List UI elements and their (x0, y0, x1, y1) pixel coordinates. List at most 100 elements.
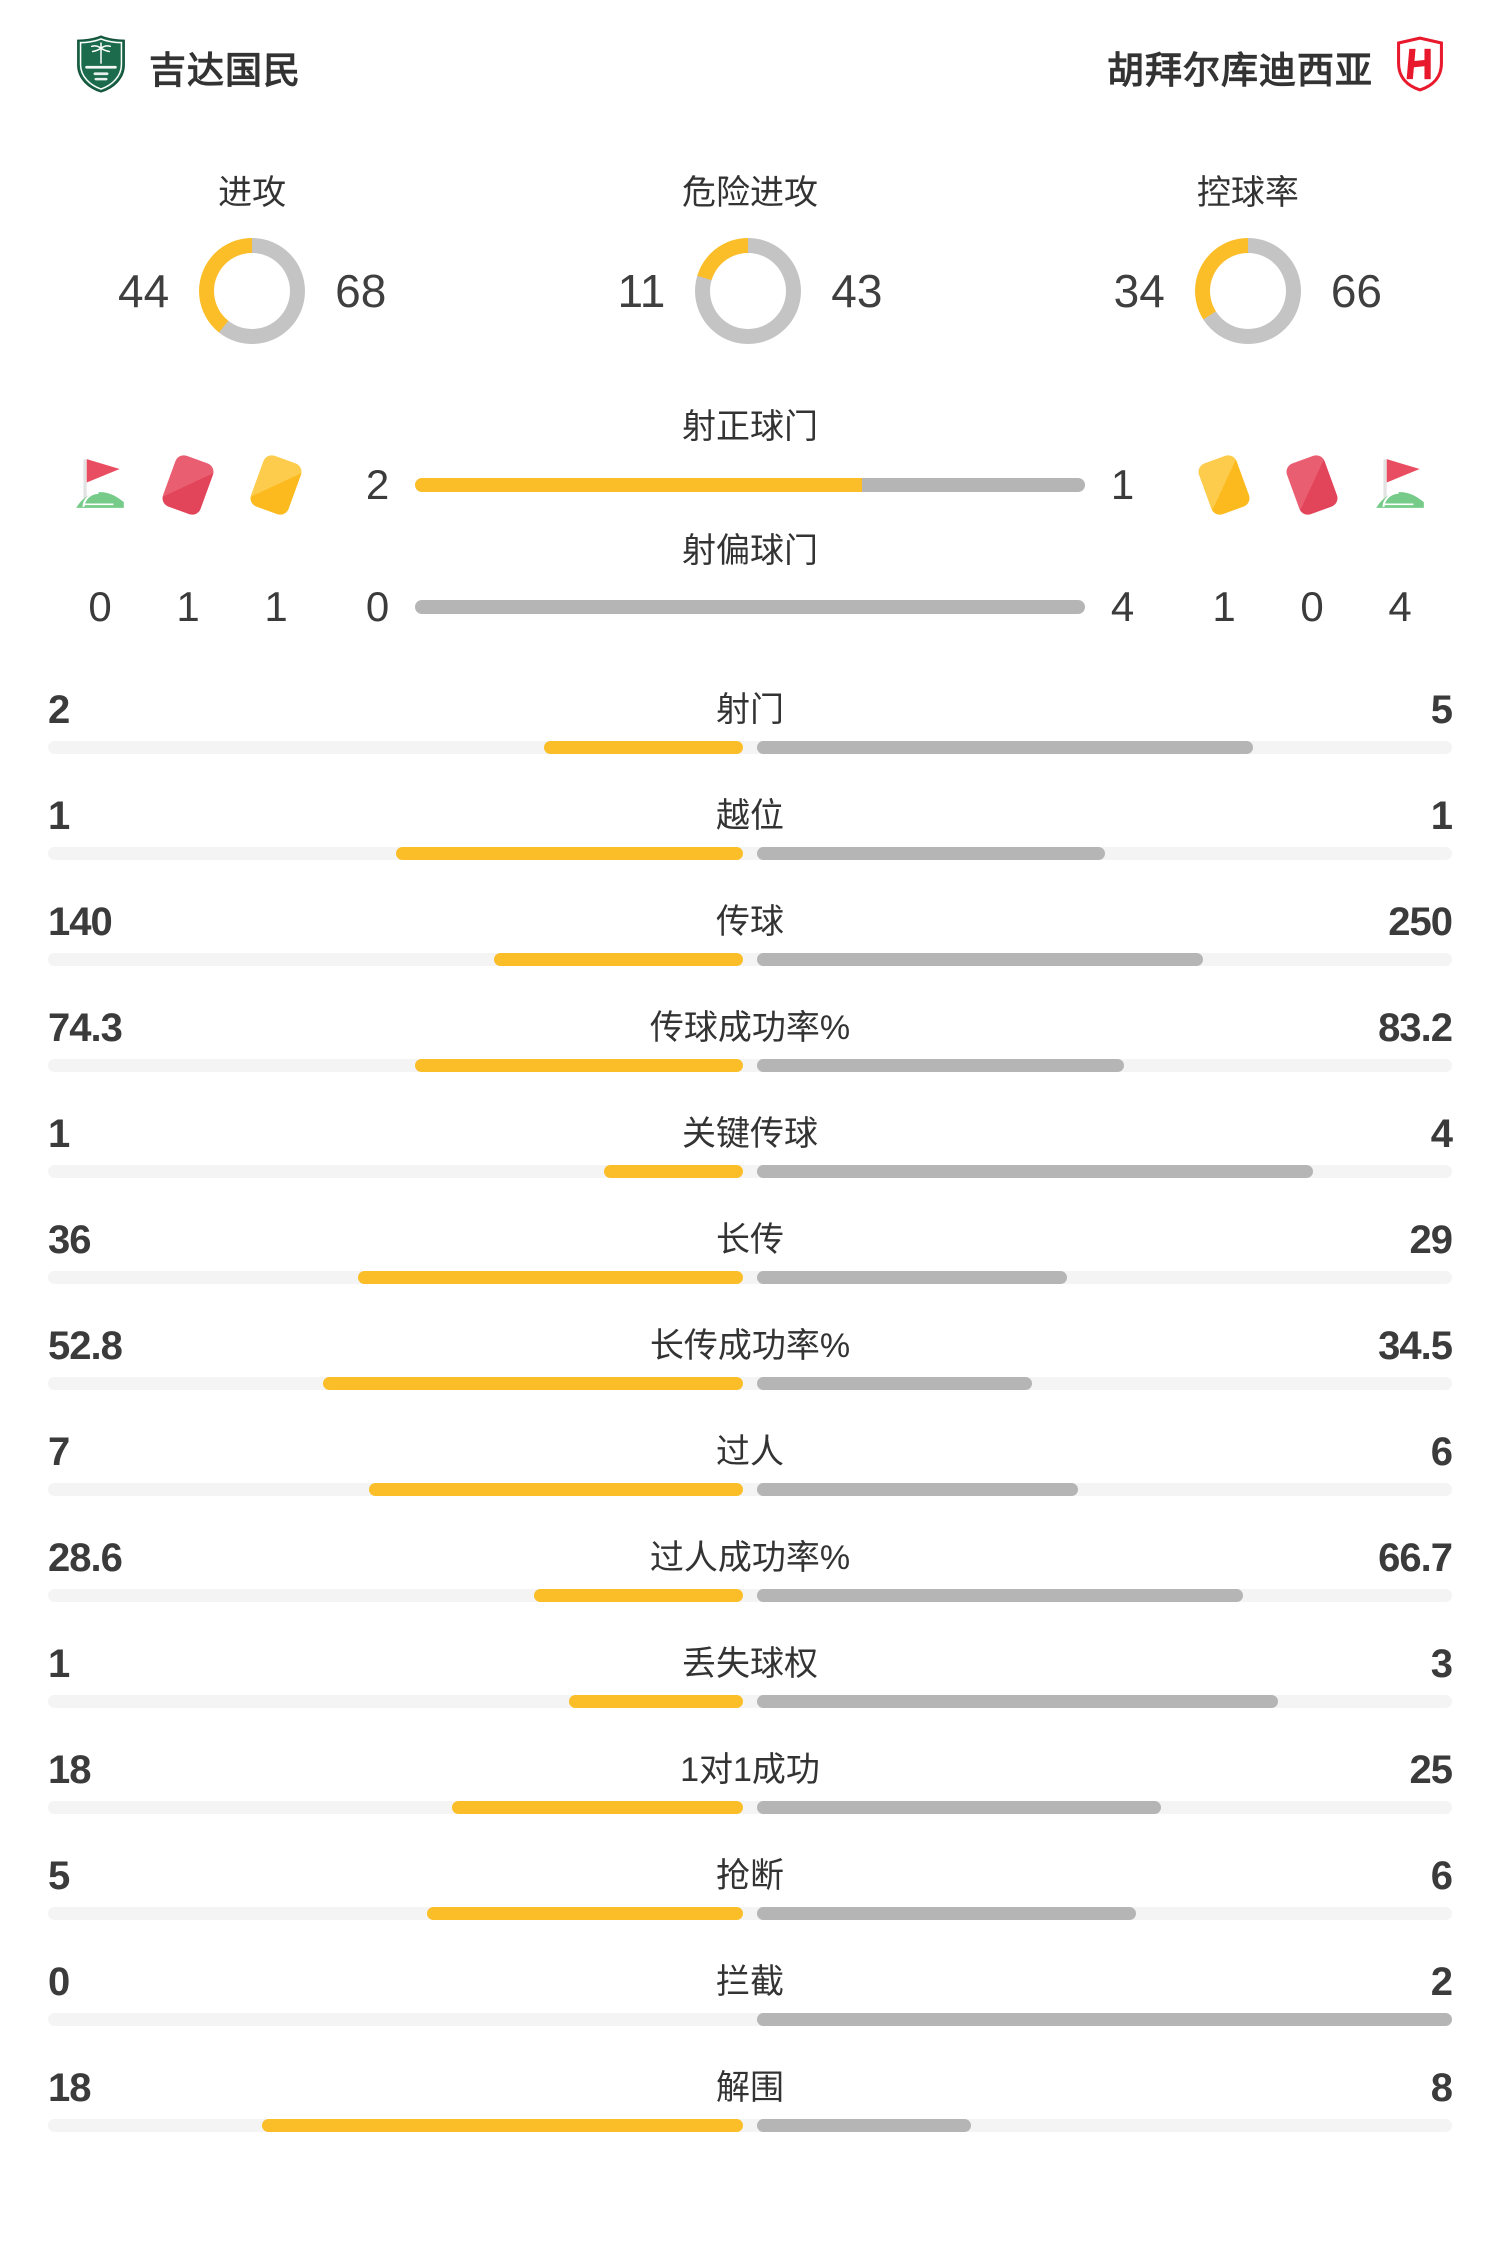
stat-bar-track (48, 847, 1452, 860)
donut-section: 进攻 44 68 危险进攻 11 43 控球率 34 66 (0, 169, 1500, 345)
home-bar (544, 741, 743, 754)
home-value: 1 (48, 1642, 70, 1686)
stat-label: 越位 (716, 797, 784, 835)
stat-label: 1对1成功 (680, 1751, 820, 1789)
away-value: 43 (831, 265, 883, 317)
home-value: 5 (48, 1854, 70, 1898)
stat-bar-track (48, 1271, 1452, 1284)
shots-off-target-title: 射偏球门 (682, 532, 818, 570)
away-value: 83.2 (1378, 1006, 1453, 1050)
stat-label: 射门 (716, 691, 784, 729)
away-bar (757, 953, 1203, 966)
stat-head: 140 传球 250 (48, 898, 1453, 946)
home-value: 18 (48, 2066, 91, 2110)
away-bar (757, 1801, 1162, 1814)
away-value: 66.7 (1378, 1536, 1453, 1580)
donut-ring (199, 238, 306, 344)
home-bar (322, 1377, 743, 1390)
home-yellow-cards-count: 1 (264, 583, 288, 630)
away-value: 4 (1110, 583, 1135, 630)
shots-off-target-bar (415, 600, 1085, 614)
stat-row-6: 52.8 长传成功率% 34.5 (48, 1322, 1453, 1428)
corner-flag-icon (71, 454, 129, 517)
donut-label: 控球率 (1196, 174, 1299, 212)
home-value: 11 (617, 265, 666, 317)
away-value: 6 (1430, 1430, 1453, 1474)
stat-label: 传球 (716, 903, 784, 941)
yellow-card-icon (1195, 452, 1253, 518)
home-team-header[interactable]: 吉达国民 (75, 34, 301, 99)
stat-bar-track (48, 2119, 1452, 2132)
stat-bar-track (48, 1483, 1452, 1496)
home-value: 1 (48, 1112, 70, 1156)
red-card-icon (1283, 452, 1341, 518)
stat-bar-track (48, 1695, 1452, 1708)
header: 吉达国民 胡拜尔库迪西亚 (0, 0, 1500, 99)
stat-head: 1 丢失球权 3 (48, 1640, 1453, 1688)
donut-ring (695, 238, 802, 344)
stat-head: 52.8 长传成功率% 34.5 (48, 1322, 1453, 1370)
donut-possession: 控球率 34 66 (1114, 169, 1382, 345)
home-value: 0 (48, 1960, 70, 2004)
away-bar (757, 1377, 1032, 1390)
shots-on-target-row: 2 1 (0, 452, 1500, 518)
stat-row-7: 7 过人 6 (48, 1428, 1453, 1534)
away-bar (757, 2013, 1452, 2026)
stat-row-8: 28.6 过人成功率% 66.7 (48, 1534, 1453, 1640)
stat-label: 传球成功率% (649, 1009, 851, 1047)
stat-head: 18 1对1成功 25 (48, 1746, 1453, 1794)
away-bar (415, 600, 1085, 614)
away-value: 6 (1430, 1854, 1453, 1898)
home-team-logo-icon (75, 34, 127, 99)
home-bar (358, 1271, 743, 1284)
stat-bar-track (48, 1907, 1452, 1920)
home-bar (261, 2119, 743, 2132)
stat-bar-track (48, 953, 1452, 966)
donut-label: 危险进攻 (682, 174, 818, 212)
yellow-card-icon (247, 452, 305, 518)
shots-off-target-row: 0 1 1 0 4 1 0 4 (0, 583, 1500, 631)
away-team-logo-icon (1395, 36, 1445, 97)
away-bar (757, 1695, 1279, 1708)
away-value: 8 (1430, 2066, 1453, 2110)
away-value: 66 (1330, 265, 1382, 317)
stat-label: 抢断 (716, 1857, 784, 1895)
away-bar (757, 1165, 1313, 1178)
home-team-name: 吉达国民 (149, 49, 301, 91)
home-bar (415, 1059, 743, 1072)
donut-dangerous-attacks: 危险进攻 11 43 (617, 169, 883, 345)
away-value: 29 (1409, 1218, 1453, 1262)
stat-head: 5 抢断 6 (48, 1852, 1453, 1900)
stat-bar-track (48, 1801, 1452, 1814)
stat-head: 74.3 传球成功率% 83.2 (48, 1004, 1453, 1052)
away-value: 1 (1430, 794, 1453, 838)
stat-label: 丢失球权 (682, 1645, 818, 1683)
away-bar (757, 1483, 1078, 1496)
home-value: 34 (1113, 265, 1165, 317)
away-yellow-cards-count: 1 (1212, 583, 1236, 630)
home-bar (493, 953, 743, 966)
stat-label: 拦截 (716, 1963, 784, 2001)
stat-bar-track (48, 1377, 1452, 1390)
home-value: 2 (48, 688, 70, 732)
stat-row-0: 2 射门 5 (48, 686, 1453, 792)
stats-list: 2 射门 5 1 越位 1 140 传球 250 74.3 传球成功率% 83.2 1 关键传球 4 36 长传… (0, 686, 1500, 2170)
red-card-icon (159, 452, 217, 518)
stat-head: 28.6 过人成功率% 66.7 (48, 1534, 1453, 1582)
home-corners-count: 0 (88, 583, 112, 630)
stat-row-10: 18 1对1成功 25 (48, 1746, 1453, 1852)
away-value: 68 (335, 265, 387, 317)
stat-head: 1 越位 1 (48, 792, 1453, 840)
away-bar (757, 1271, 1068, 1284)
stat-bar-track (48, 1059, 1452, 1072)
shots-on-target-title: 射正球门 (682, 408, 818, 446)
stat-head: 1 关键传球 4 (48, 1110, 1453, 1158)
home-bar (415, 478, 862, 492)
home-value: 140 (48, 900, 113, 944)
home-bar (569, 1695, 743, 1708)
away-value: 1 (1110, 461, 1135, 508)
away-team-header[interactable]: 胡拜尔库迪西亚 (1107, 36, 1445, 97)
stat-row-3: 74.3 传球成功率% 83.2 (48, 1004, 1453, 1110)
away-bar (757, 1907, 1137, 1920)
